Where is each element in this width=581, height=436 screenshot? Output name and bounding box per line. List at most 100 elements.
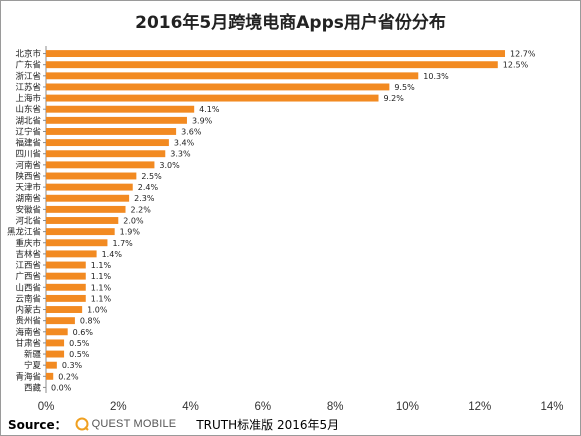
bar — [46, 128, 177, 135]
bar — [46, 217, 119, 224]
x-tick-label: 2% — [110, 401, 127, 413]
category-label: 山西省 — [15, 282, 41, 293]
questmobile-logo-icon — [75, 417, 89, 431]
value-label: 1.1% — [91, 261, 112, 270]
bar — [46, 194, 130, 202]
bar — [46, 94, 379, 102]
value-label: 0.2% — [58, 372, 79, 381]
value-label: 2.5% — [141, 172, 162, 181]
category-label: 湖南省 — [15, 193, 41, 204]
category-label: 贵州省 — [15, 316, 41, 327]
value-label: 0.5% — [69, 339, 90, 348]
bar — [46, 250, 97, 258]
value-label: 0.0% — [51, 383, 72, 392]
category-label: 北京市 — [15, 49, 41, 60]
category-label: 黑龙江省 — [7, 227, 42, 238]
bar — [46, 172, 137, 180]
bar — [46, 306, 83, 313]
logo-text: QUEST MOBILE — [91, 418, 177, 430]
value-label: 12.5% — [503, 61, 529, 70]
category-label: 福建省 — [15, 138, 41, 149]
x-tick-label: 12% — [468, 401, 491, 413]
category-label: 青海省 — [15, 371, 41, 382]
bar — [46, 183, 133, 191]
category-label: 内蒙古 — [15, 305, 41, 316]
x-tick-label: 0% — [38, 401, 55, 413]
category-label: 甘肃省 — [15, 338, 41, 349]
value-label: 2.3% — [134, 194, 155, 203]
bar — [46, 205, 126, 213]
value-label: 1.7% — [112, 239, 133, 248]
category-label: 陕西省 — [15, 171, 41, 182]
bar — [46, 139, 169, 147]
value-label: 9.5% — [394, 83, 415, 92]
bar — [46, 150, 166, 158]
bar — [46, 239, 108, 247]
bar — [46, 317, 75, 325]
category-label: 广东省 — [15, 60, 41, 71]
bar — [46, 105, 195, 113]
category-label: 新疆 — [24, 349, 42, 360]
value-label: 2.0% — [123, 217, 144, 226]
category-label: 吉林省 — [15, 249, 41, 260]
bar — [46, 50, 506, 58]
report-name: TRUTH标准版 2016年5月 — [196, 417, 340, 432]
category-label: 江西省 — [15, 260, 41, 271]
category-label: 天津市 — [15, 182, 41, 193]
x-tick-label: 14% — [540, 401, 563, 413]
bar — [46, 116, 187, 124]
category-label: 河南省 — [15, 160, 41, 171]
value-label: 10.3% — [423, 72, 449, 81]
value-label: 1.4% — [102, 250, 123, 259]
value-label: 0.3% — [62, 361, 83, 370]
bar — [46, 161, 155, 169]
x-tick-label: 4% — [182, 401, 199, 413]
category-label: 河北省 — [15, 216, 41, 227]
x-tick-label: 6% — [255, 401, 272, 413]
bar — [46, 350, 65, 358]
bar — [46, 361, 57, 369]
category-label: 四川省 — [15, 149, 41, 160]
value-label: 9.2% — [384, 94, 405, 103]
value-label: 0.5% — [69, 350, 90, 359]
value-label: 3.0% — [159, 161, 180, 170]
value-label: 3.4% — [174, 139, 195, 148]
value-label: 0.8% — [80, 317, 101, 326]
value-label: 4.1% — [199, 105, 220, 114]
value-label: 3.3% — [170, 150, 191, 159]
bar — [46, 294, 86, 302]
value-label: 3.9% — [192, 116, 213, 125]
value-label: 1.1% — [91, 283, 112, 292]
x-tick-label: 10% — [396, 401, 419, 413]
category-label: 安徽省 — [15, 204, 41, 215]
value-label: 12.7% — [510, 50, 536, 59]
category-label: 西藏 — [24, 382, 42, 393]
value-label: 3.6% — [181, 127, 202, 136]
category-label: 上海市 — [15, 93, 41, 104]
bar — [46, 372, 54, 380]
value-label: 1.1% — [91, 294, 112, 303]
category-label: 重庆市 — [15, 238, 41, 249]
value-label: 1.1% — [91, 272, 112, 281]
bar — [46, 261, 86, 269]
category-label: 广西省 — [15, 271, 41, 282]
source-label: Source： — [8, 417, 67, 432]
value-label: 1.0% — [87, 306, 108, 315]
value-label: 2.4% — [138, 183, 159, 192]
value-label: 0.6% — [73, 328, 94, 337]
bar — [46, 72, 419, 80]
category-label: 江苏省 — [15, 82, 41, 93]
category-label: 山东省 — [15, 104, 41, 115]
category-label: 辽宁省 — [15, 126, 41, 137]
source-footer: Source： QUEST MOBILE TRUTH标准版 2016年5月 — [8, 414, 339, 434]
value-label: 2.2% — [131, 205, 152, 214]
bar — [46, 328, 68, 336]
value-label: 1.9% — [120, 228, 141, 237]
category-label: 宁夏 — [24, 360, 42, 371]
x-tick-label: 8% — [327, 401, 344, 413]
bar — [46, 272, 86, 280]
category-label: 云南省 — [15, 293, 41, 304]
bar — [46, 339, 65, 347]
category-label: 浙江省 — [15, 71, 41, 82]
bar — [46, 283, 86, 291]
